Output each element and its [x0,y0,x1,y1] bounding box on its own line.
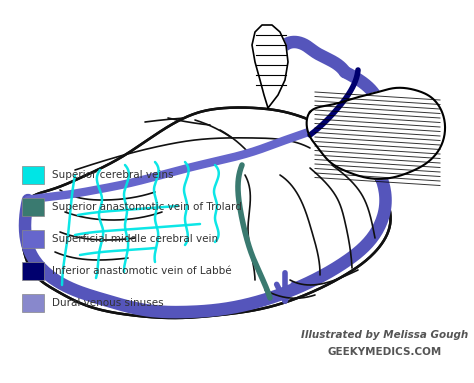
Text: Superior anastomotic vein of Trolard: Superior anastomotic vein of Trolard [52,202,242,212]
Text: Illustrated by Melissa Gough: Illustrated by Melissa Gough [301,330,469,340]
Bar [22,294,44,312]
Bar [22,166,44,184]
Text: Superior cerebral veins: Superior cerebral veins [52,170,173,180]
Text: Dural venous sinuses: Dural venous sinuses [52,298,164,308]
Text: GEEKYMEDICS.COM: GEEKYMEDICS.COM [328,347,442,357]
Bar [22,198,44,216]
Polygon shape [252,25,288,108]
Text: Inferior anastomotic vein of Labbé: Inferior anastomotic vein of Labbé [52,266,232,276]
Polygon shape [22,108,390,318]
Polygon shape [308,88,445,178]
Polygon shape [22,108,391,318]
Text: Superficial middle cerebral vein: Superficial middle cerebral vein [52,234,218,244]
Bar [22,230,44,248]
Bar [22,262,44,280]
Polygon shape [307,88,445,179]
